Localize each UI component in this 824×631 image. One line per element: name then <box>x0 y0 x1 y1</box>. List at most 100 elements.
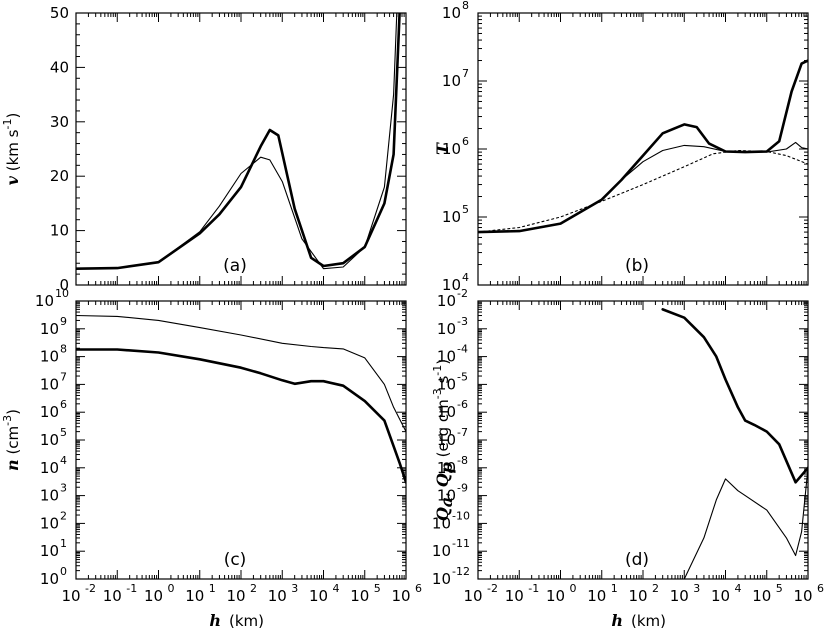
y-tick-exp: -5 <box>457 370 468 383</box>
y-tick-label: 10 <box>40 320 59 338</box>
y-tick-label: 10 <box>432 542 451 560</box>
x-tick-label: 10 <box>226 587 245 605</box>
y-tick-exp: -9 <box>457 482 468 495</box>
x-tick-exp: 2 <box>250 582 257 595</box>
series-dotted-line <box>478 149 808 233</box>
y-tick-exp: 8 <box>462 0 469 12</box>
x-tick-exp: 3 <box>291 582 298 595</box>
y-tick-label: 10 <box>437 431 456 449</box>
y-tick-exp: 4 <box>462 271 469 284</box>
y-tick-label: 10 <box>437 403 456 421</box>
y-tick-exp: 5 <box>462 203 469 216</box>
y-tick-exp: -8 <box>457 454 468 467</box>
x-tick-exp: 6 <box>415 582 422 595</box>
y-tick-label: 10 <box>40 542 59 560</box>
y-tick-label: 10 <box>442 208 461 226</box>
y-tick-exp: -3 <box>457 315 468 328</box>
y-tick-label: 10 <box>442 72 461 90</box>
x-tick-exp: 5 <box>374 582 381 595</box>
y-tick-exp: -2 <box>457 287 468 300</box>
y-tick-label: 10 <box>442 276 461 294</box>
x-tick-label: 10 <box>103 587 122 605</box>
x-tick-exp: -2 <box>85 582 96 595</box>
x-tick-exp: -1 <box>126 582 137 595</box>
panel-label: (c) <box>224 550 247 570</box>
y-tick-exp: 9 <box>60 315 67 328</box>
x-tick-label: 10 <box>350 587 369 605</box>
y-axis-label: n (cm-3) <box>1 409 22 471</box>
x-tick-label: 10 <box>711 587 730 605</box>
y-tick-label: 10 <box>437 375 456 393</box>
x-tick-label: 10 <box>546 587 565 605</box>
y-tick-label: 10 <box>40 570 59 588</box>
x-tick-label: 10 <box>670 587 689 605</box>
y-tick-label: 10 <box>40 375 59 393</box>
plot-frame <box>75 12 407 286</box>
y-tick-exp: -12 <box>452 565 470 578</box>
y-tick-label: 10 <box>35 292 54 310</box>
plot-frame <box>75 300 407 580</box>
y-tick-label: 10 <box>437 487 456 505</box>
y-tick-label: 20 <box>50 167 69 185</box>
x-tick-label: 10 <box>587 587 606 605</box>
series-thick-line <box>76 13 401 270</box>
y-tick-label: 10 <box>442 140 461 158</box>
plot-frame <box>477 12 809 286</box>
y-axis-label: v (km s-1) <box>1 113 22 186</box>
x-tick-label: 10 <box>144 587 163 605</box>
y-tick-label: 10 <box>442 4 461 22</box>
y-tick-label: 10 <box>40 348 59 366</box>
y-tick-label: 10 <box>437 320 456 338</box>
x-tick-exp: 0 <box>570 582 577 595</box>
panel-a: 0 10 20 30 40 50 (a) v (km s-1) <box>1 4 407 294</box>
y-tick-label: 10 <box>437 348 456 366</box>
y-axis-label: Qa, Qp (erg cm-3 s-1) <box>431 359 456 521</box>
y-tick-exp: 6 <box>60 398 67 411</box>
y-tick-exp: 6 <box>462 135 469 148</box>
y-tick-exp: 8 <box>60 343 67 356</box>
y-tick-exp: 4 <box>60 454 67 467</box>
y-tick-label: 10 <box>40 459 59 477</box>
y-tick-label: 10 <box>40 487 59 505</box>
x-tick-exp: 5 <box>776 582 783 595</box>
y-tick-label: 0 <box>59 276 69 294</box>
series-thin-line <box>478 141 808 233</box>
x-tick-label: 10 <box>628 587 647 605</box>
y-tick-label: 10 <box>50 222 69 240</box>
x-tick-label: 10 <box>309 587 328 605</box>
y-tick-exp: 2 <box>60 509 67 522</box>
series-thick-line <box>661 308 808 484</box>
x-axis-unit: (km) <box>631 612 666 630</box>
x-tick-exp: 3 <box>693 582 700 595</box>
series-thick-line <box>76 348 406 484</box>
y-tick-exp: -4 <box>457 343 468 356</box>
y-tick-exp: 5 <box>60 426 67 439</box>
x-axis-unit: (km) <box>229 612 264 630</box>
y-tick-label: 10 <box>437 292 456 310</box>
x-axis-symbol: h <box>611 611 623 630</box>
y-tick-label: 40 <box>50 58 69 76</box>
y-tick-label: 10 <box>40 431 59 449</box>
y-tick-exp: 3 <box>60 482 67 495</box>
y-tick-exp: -6 <box>457 398 468 411</box>
plot-frame <box>477 300 809 580</box>
x-tick-label: 10 <box>463 587 482 605</box>
x-tick-label: 10 <box>505 587 524 605</box>
y-tick-exp: 7 <box>60 370 67 383</box>
y-tick-exp: 10 <box>55 287 69 300</box>
x-tick-label: 10 <box>268 587 287 605</box>
y-tick-label: 10 <box>432 570 451 588</box>
y-axis-label: T <box>433 142 452 155</box>
y-tick-label: 30 <box>50 113 69 131</box>
y-tick-label: 10 <box>432 514 451 532</box>
x-tick-exp: 1 <box>209 582 216 595</box>
x-tick-exp: 4 <box>735 582 742 595</box>
x-tick-label: 10 <box>793 587 812 605</box>
y-tick-label: 10 <box>437 459 456 477</box>
y-tick-exp: -11 <box>452 537 470 550</box>
x-tick-exp: 6 <box>817 582 824 595</box>
y-tick-label: 10 <box>40 514 59 532</box>
